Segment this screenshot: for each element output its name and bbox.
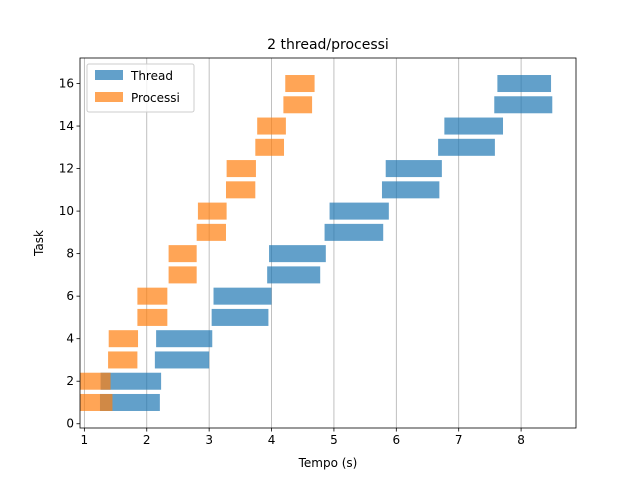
y-tick-label: 4	[66, 332, 74, 346]
plot-frame	[79, 57, 577, 429]
thread-bar-task-10	[329, 202, 389, 220]
legend: Thread Processi	[86, 63, 195, 113]
x-tick-label: 3	[205, 433, 213, 447]
thread-bar-task-7	[267, 266, 321, 284]
processi-bar-task-3	[108, 351, 138, 369]
thread-bar-task-13	[438, 138, 495, 156]
legend-label-thread: Thread	[130, 69, 173, 83]
processi-bar-task-4	[108, 330, 139, 348]
chart-title: 2 thread/processi	[267, 37, 389, 53]
thread-bar-task-6	[213, 287, 272, 305]
x-tick-label: 8	[517, 433, 525, 447]
thread-bar-task-2	[100, 372, 162, 390]
bars-group	[80, 75, 553, 411]
processi-bar-task-16	[285, 75, 315, 93]
processi-bar-task-15	[283, 96, 313, 114]
x-tick-label: 1	[81, 433, 89, 447]
processi-bar-task-8	[168, 245, 197, 263]
thread-bar-task-5	[211, 308, 269, 326]
processi-bar-task-1	[80, 393, 113, 411]
processi-bar-task-6	[137, 287, 168, 305]
x-tick-label: 5	[330, 433, 338, 447]
y-axis-label: Task	[32, 230, 46, 257]
thread-bar-task-12	[385, 160, 442, 178]
y-tick-label: 12	[59, 162, 74, 176]
thread-bar-task-11	[381, 181, 440, 199]
thread-bar-task-16	[497, 75, 552, 93]
processi-bar-task-5	[137, 308, 168, 326]
y-tick-label: 6	[66, 289, 74, 303]
x-tick-label: 7	[455, 433, 463, 447]
processi-bar-task-14	[257, 117, 286, 135]
y-tick-label: 16	[59, 77, 74, 91]
x-axis: 1 2 3 4 5 6 7 8	[81, 428, 525, 447]
x-tick-label: 2	[143, 433, 151, 447]
y-tick-label: 10	[59, 204, 74, 218]
thread-bar-task-15	[494, 96, 553, 114]
processi-bar-task-11	[225, 181, 256, 199]
legend-swatch-processi	[95, 92, 123, 102]
legend-swatch-thread	[95, 70, 123, 80]
x-axis-label: Tempo (s)	[298, 456, 358, 470]
y-tick-label: 14	[59, 119, 74, 133]
thread-bar-task-3	[154, 351, 210, 369]
y-axis: 0 2 4 6 8 10 12 14 16	[59, 77, 80, 431]
processi-bar-task-7	[168, 266, 197, 284]
x-tick-label: 6	[392, 433, 400, 447]
y-tick-label: 2	[66, 374, 74, 388]
legend-label-processi: Processi	[131, 91, 180, 105]
y-tick-label: 8	[66, 247, 74, 261]
thread-bar-task-9	[324, 223, 384, 241]
thread-bar-task-1	[99, 393, 160, 411]
x-tick-label: 4	[268, 433, 276, 447]
thread-bar-task-14	[444, 117, 504, 135]
processi-bar-task-12	[226, 160, 256, 178]
thread-bar-task-8	[269, 245, 326, 263]
y-tick-label: 0	[66, 417, 74, 431]
processi-bar-task-9	[196, 223, 226, 241]
processi-bar-task-10	[197, 202, 227, 220]
processi-bar-task-13	[255, 138, 285, 156]
processi-bar-task-2	[80, 372, 111, 390]
thread-bar-task-4	[156, 330, 213, 348]
